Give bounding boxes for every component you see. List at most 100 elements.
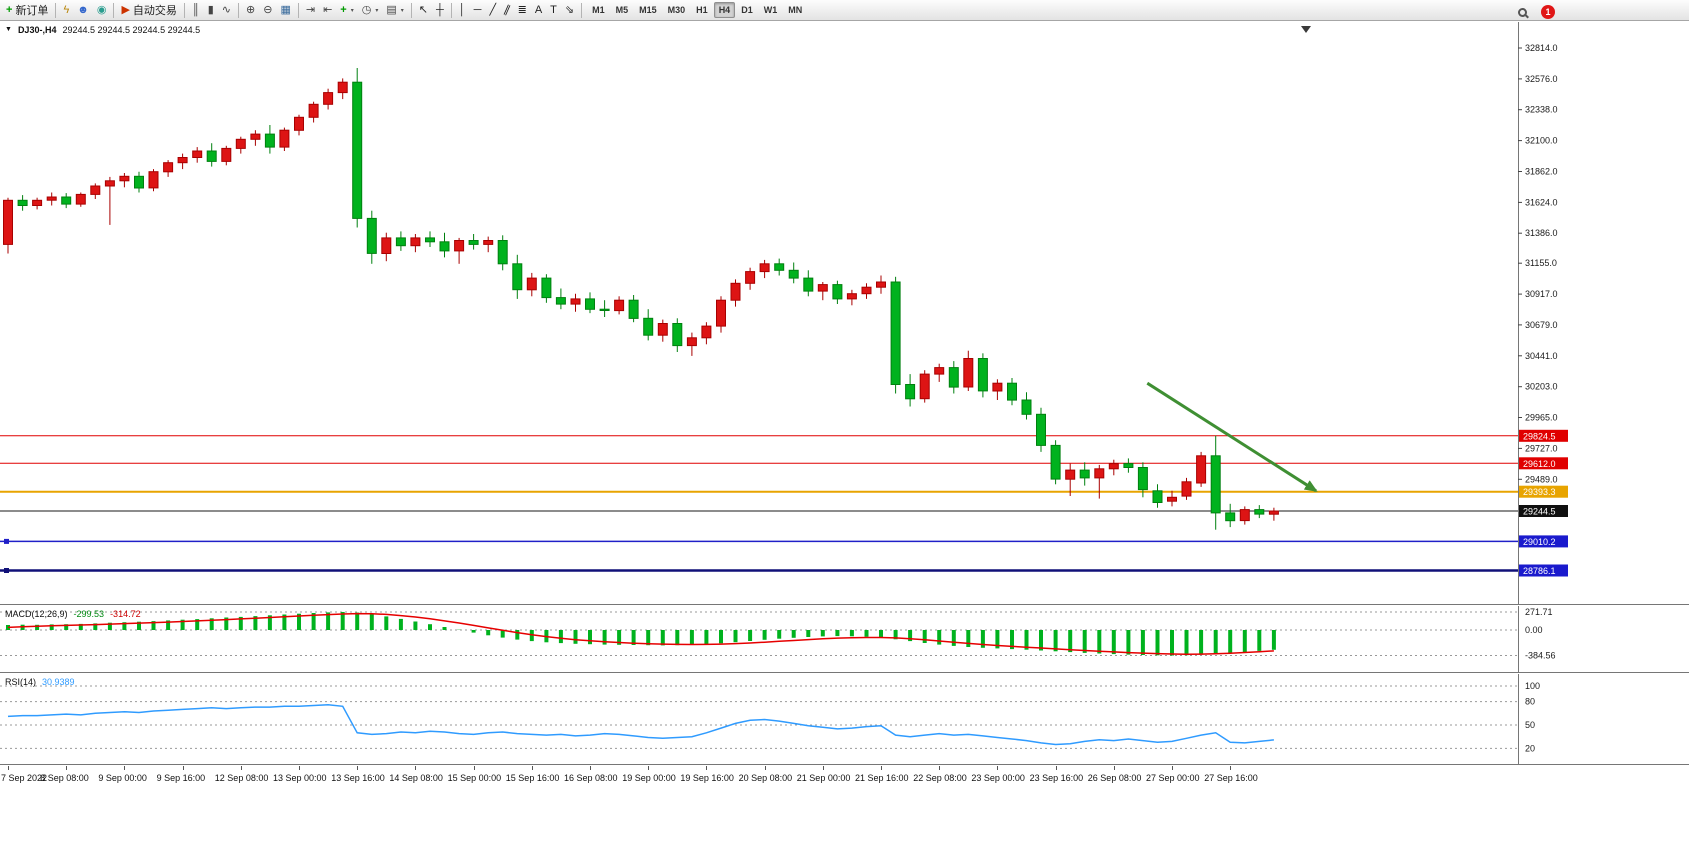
new-order-button-label: 新订单 — [15, 5, 49, 17]
candle — [585, 292, 595, 314]
candle — [410, 234, 421, 253]
toolbar-separator — [581, 2, 583, 18]
candle — [32, 197, 43, 210]
candle — [716, 296, 726, 333]
fibonacci-button[interactable]: ≣ — [514, 1, 531, 19]
line-chart-icon: ∿ — [221, 3, 231, 16]
community-button[interactable]: ◉ — [93, 1, 111, 19]
svg-text:30917.0: 30917.0 — [1525, 289, 1558, 299]
crosshair-icon: ┼ — [436, 3, 444, 16]
new-order-button[interactable]: + 新订单 — [2, 1, 52, 19]
timeframe-button-m1[interactable]: M1 — [587, 2, 610, 18]
autotrading-icon: ▶ — [121, 3, 130, 16]
time-tick — [8, 766, 9, 770]
candle — [235, 136, 246, 154]
rsi-canvas[interactable]: 100 80 50 20 — [0, 674, 1689, 765]
rsi-line — [7, 703, 1274, 746]
trendline-icon: ╱ — [489, 3, 497, 16]
trend-arrow[interactable] — [1146, 381, 1318, 493]
profile-button[interactable]: ☻ — [73, 1, 93, 19]
candle — [17, 195, 28, 211]
time-label: 16 Sep 08:00 — [564, 773, 618, 783]
indicators-button[interactable]: + ▾ — [336, 1, 357, 19]
price-chart-canvas[interactable]: 32814.0 32576.0 32338.0 32100.0 31862.0 31624… — [0, 22, 1689, 605]
candle — [323, 88, 334, 110]
time-tick — [473, 766, 475, 770]
auto-scroll-button[interactable]: ⇥ — [302, 1, 319, 19]
timeframe-button-m15[interactable]: M15 — [634, 2, 662, 18]
dropdown-caret-icon: ▾ — [400, 7, 404, 14]
toolbar-right-group: 1 — [1514, 3, 1555, 21]
candle — [570, 293, 581, 312]
time-label: 9 Sep 16:00 — [156, 773, 206, 783]
trendline-button[interactable]: ╱ — [485, 1, 500, 19]
time-axis[interactable]: 7 Sep 2022 8 Sep 08:00 9 Sep 00:00 9 Sep 16… — [0, 766, 1689, 790]
svg-text:30203.0: 30203.0 — [1525, 382, 1558, 392]
candle — [1094, 464, 1105, 499]
candle — [1167, 490, 1177, 507]
autotrading-button[interactable]: ▶ 自动交易 — [117, 1, 180, 19]
cursor-button[interactable]: ↖ — [415, 1, 432, 19]
notification-badge[interactable]: 1 — [1541, 5, 1555, 19]
templates-button[interactable]: ▤ ▾ — [382, 1, 407, 19]
macd-canvas[interactable]: 271.71 0.00 -384.56 — [0, 606, 1689, 673]
time-tick — [415, 766, 417, 770]
candle — [468, 234, 479, 250]
crosshair-button[interactable]: ┼ — [432, 1, 448, 19]
timeframe-button-d1[interactable]: D1 — [736, 2, 758, 18]
chart-shift-marker-icon — [1301, 26, 1311, 33]
community-icon: ◉ — [96, 3, 107, 16]
timeframe-button-m30[interactable]: M30 — [663, 2, 691, 18]
search-button[interactable] — [1514, 3, 1531, 21]
macd-signal-line — [7, 612, 1274, 655]
timeframe-button-h1[interactable]: H1 — [691, 2, 713, 18]
toolbar-separator — [410, 2, 412, 18]
time-label: 21 Sep 00:00 — [796, 773, 851, 783]
equidistant-channel-button[interactable]: ∥ — [500, 1, 514, 19]
rsi-axis[interactable]: 100 80 50 20 — [1525, 681, 1540, 753]
quotes-button[interactable]: ϟ — [59, 1, 73, 19]
candle — [90, 183, 101, 199]
price-axis[interactable]: 32814.0 32576.0 32338.0 32100.0 31862.0 31624… — [1518, 43, 1558, 484]
svg-text:100: 100 — [1525, 681, 1540, 691]
periods-button[interactable]: ◷ ▾ — [358, 1, 383, 19]
hline-29010.2[interactable] — [0, 538, 1518, 544]
candle — [1137, 462, 1148, 498]
line-chart-button[interactable]: ∿ — [218, 1, 235, 19]
main-chart-panel[interactable]: ▼ DJ30-,H4 29244.5 29244.5 29244.5 29244… — [0, 22, 1689, 605]
tile-windows-button[interactable]: ▦ — [276, 1, 294, 19]
chart-shift-button[interactable]: ⇤ — [319, 1, 336, 19]
candle — [381, 232, 392, 262]
rsi-panel[interactable]: RSI(14) 30.9389 100 80 50 20 — [0, 674, 1689, 765]
vertical-line-button[interactable]: │ — [455, 1, 470, 19]
horizontal-line-button[interactable]: ─ — [470, 1, 486, 19]
time-label: 15 Sep 16:00 — [505, 773, 560, 783]
candle — [177, 153, 188, 170]
text-button[interactable]: A — [531, 1, 546, 19]
candle — [817, 282, 828, 301]
chart-dropdown-icon[interactable]: ▼ — [5, 26, 12, 33]
svg-text:31155.0: 31155.0 — [1525, 258, 1557, 268]
text-label-button[interactable]: T — [546, 1, 561, 19]
zoom-in-button[interactable]: ⊕ — [242, 1, 259, 19]
bar-chart-button[interactable]: ║ — [188, 1, 204, 19]
hline-28786.1[interactable] — [0, 568, 1518, 573]
time-label: 15 Sep 00:00 — [447, 773, 502, 783]
arrows-button[interactable]: ⇘ — [561, 1, 578, 19]
macd-axis[interactable]: 271.71 0.00 -384.56 — [1525, 607, 1556, 661]
candle — [3, 197, 13, 254]
timeframe-button-m5[interactable]: M5 — [611, 2, 634, 18]
timeframe-button-mn[interactable]: MN — [783, 2, 807, 18]
candle — [1079, 462, 1090, 486]
timeframe-button-w1[interactable]: W1 — [759, 2, 783, 18]
macd-panel[interactable]: MACD(12,26,9) -299.53 -314.72 271.71 0.00… — [0, 606, 1689, 673]
profile-icon: ☻ — [77, 3, 89, 16]
svg-text:31862.0: 31862.0 — [1525, 167, 1558, 177]
zoom-out-button[interactable]: ⊖ — [259, 1, 276, 19]
candle — [861, 283, 872, 299]
candlestick-chart-button[interactable]: ▮ — [204, 1, 218, 19]
timeframe-button-h4[interactable]: H4 — [713, 2, 736, 18]
candle — [759, 259, 770, 279]
time-label: 13 Sep 16:00 — [331, 773, 385, 783]
price-badge-28786.1: 28786.1 — [1519, 564, 1568, 577]
